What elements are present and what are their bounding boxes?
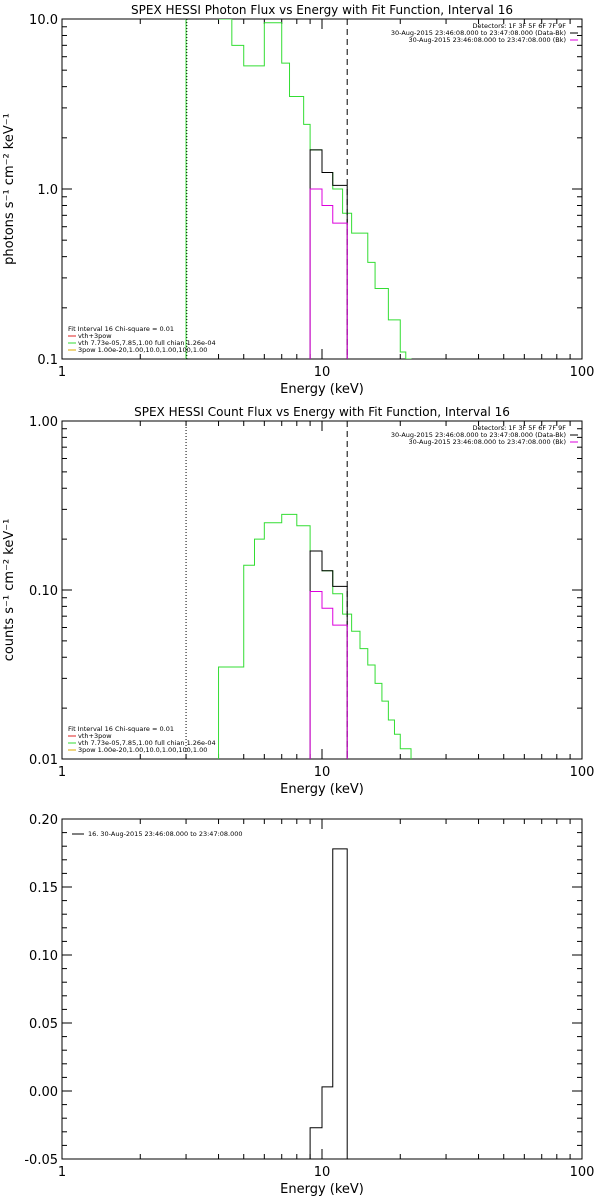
- x-tick-label: 10: [314, 1165, 331, 1180]
- y-tick-label: 0.05: [29, 1017, 58, 1032]
- x-tick-label: 10: [314, 765, 331, 780]
- legend-text: Detectors: 1F 3F 5F 6F 7F 9F: [472, 424, 566, 432]
- y-tick-label: 0.10: [29, 584, 58, 599]
- series-line-magenta: [309, 590, 348, 759]
- x-tick-label: 100: [570, 1165, 595, 1180]
- fit-legend-text: vth 7.73e-05,7.85,1.00 full chian 1.26e-…: [78, 739, 216, 747]
- fit-legend-text: Fit Interval 16 Chi-square = 0.01: [68, 325, 174, 333]
- fit-legend-text: Fit Interval 16 Chi-square = 0.01: [68, 725, 174, 733]
- x-axis-label: Energy (keV): [280, 1182, 364, 1197]
- y-tick-label: 0.10: [29, 949, 58, 964]
- y-tick-label: 0.1: [37, 353, 58, 368]
- x-tick-label: 100: [570, 365, 595, 380]
- fit-legend-text: 3pow 1.00e-20,1.00,10.0,1.00,100,1.00: [78, 746, 207, 754]
- x-tick-label: 1: [58, 765, 66, 780]
- x-axis-label: Energy (keV): [280, 382, 364, 397]
- y-tick-label: 1.0: [37, 183, 58, 198]
- y-axis-label: photons s⁻¹ cm⁻² keV⁻¹: [2, 113, 17, 265]
- fit-legend-text: vth+3pow: [78, 732, 112, 740]
- y-tick-label: 0.01: [29, 753, 58, 768]
- x-tick-label: 100: [570, 765, 595, 780]
- legend-text: 16. 30-Aug-2015 23:46:08.000 to 23:47:08…: [88, 830, 243, 838]
- series-line-magenta: [309, 188, 348, 359]
- series-line-black: [309, 848, 348, 1159]
- fit-legend-text: vth+3pow: [78, 332, 112, 340]
- x-tick-label: 1: [58, 365, 66, 380]
- y-tick-label: 0.00: [29, 1085, 58, 1100]
- legend-text: Detectors: 1F 3F 5F 6F 7F 9F: [472, 22, 566, 30]
- series-line-black: [309, 149, 348, 359]
- legend-text: 30-Aug-2015 23:46:08.000 to 23:47:08.000…: [391, 431, 566, 439]
- y-axis-label: counts s⁻¹ cm⁻² keV⁻¹: [2, 519, 17, 662]
- fit-legend-text: vth 7.73e-05,7.85,1.00 full chian 1.26e-…: [78, 339, 216, 347]
- y-tick-label: 0.15: [29, 881, 58, 896]
- y-tick-label: 10.0: [29, 13, 58, 28]
- series-line-green: [218, 513, 412, 759]
- y-tick-label: 0.20: [29, 813, 58, 828]
- x-axis-label: Energy (keV): [280, 782, 364, 797]
- x-tick-label: 10: [314, 365, 331, 380]
- plot-frame: [61, 420, 583, 760]
- legend-text: 30-Aug-2015 23:46:08.000 to 23:47:08.000…: [391, 29, 566, 37]
- legend-text: 30-Aug-2015 23:46:08.000 to 23:47:08.000…: [409, 438, 566, 446]
- x-tick-label: 1: [58, 1165, 66, 1180]
- y-tick-label: 1.00: [29, 415, 58, 430]
- chart-title: SPEX HESSI Photon Flux vs Energy with Fi…: [131, 3, 513, 17]
- chart-title: SPEX HESSI Count Flux vs Energy with Fit…: [134, 405, 510, 419]
- legend-text: 30-Aug-2015 23:46:08.000 to 23:47:08.000…: [409, 36, 566, 44]
- fit-legend-text: 3pow 1.00e-20,1.00,10.0,1.00,100,1.00: [78, 346, 207, 354]
- series-line-black: [309, 550, 348, 759]
- y-tick-label: -0.05: [24, 1153, 58, 1168]
